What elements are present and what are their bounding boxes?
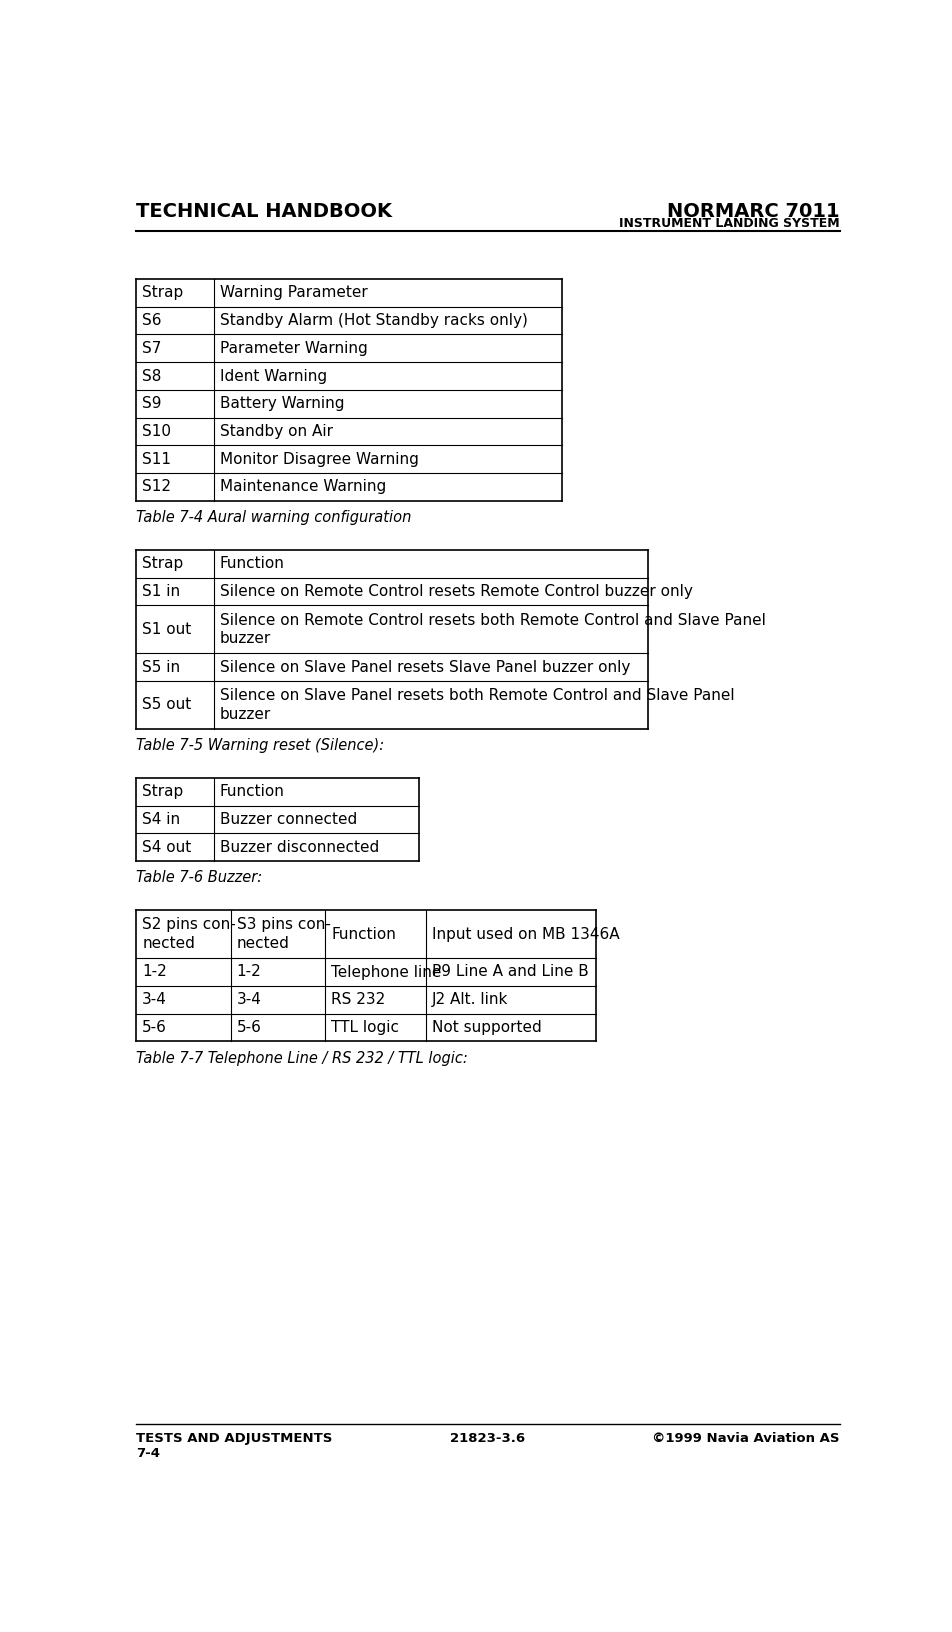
Text: Standby on Air: Standby on Air [220,424,333,439]
Text: Battery Warning: Battery Warning [220,397,345,411]
Text: S4 in: S4 in [142,813,180,827]
Text: Strap: Strap [142,557,184,571]
Text: TESTS AND ADJUSTMENTS: TESTS AND ADJUSTMENTS [136,1431,332,1444]
Text: TTL logic: TTL logic [331,1020,399,1035]
Text: S11: S11 [142,452,171,467]
Text: Warning Parameter: Warning Parameter [220,286,367,300]
Text: Function: Function [331,927,396,942]
Text: Silence on Slave Panel resets Slave Panel buzzer only: Silence on Slave Panel resets Slave Pane… [220,659,630,674]
Text: S5 out: S5 out [142,697,191,712]
Text: P9 Line A and Line B: P9 Line A and Line B [432,965,589,979]
Text: Input used on MB 1346A: Input used on MB 1346A [432,927,620,942]
Text: 3-4: 3-4 [237,992,262,1007]
Text: 21823-3.6: 21823-3.6 [450,1431,526,1444]
Text: TECHNICAL HANDBOOK: TECHNICAL HANDBOOK [136,202,392,220]
Text: S9: S9 [142,397,162,411]
Text: Silence on Remote Control resets both Remote Control and Slave Panel
buzzer: Silence on Remote Control resets both Re… [220,612,765,646]
Text: S1 in: S1 in [142,584,180,599]
Text: Function: Function [220,785,285,800]
Text: S5 in: S5 in [142,659,180,674]
Text: Maintenance Warning: Maintenance Warning [220,480,386,494]
Text: Standby Alarm (Hot Standby racks only): Standby Alarm (Hot Standby racks only) [220,313,527,328]
Text: S8: S8 [142,369,162,384]
Text: Silence on Remote Control resets Remote Control buzzer only: Silence on Remote Control resets Remote … [220,584,693,599]
Text: NORMARC 7011: NORMARC 7011 [667,202,840,220]
Text: Not supported: Not supported [432,1020,542,1035]
Text: RS 232: RS 232 [331,992,386,1007]
Text: Strap: Strap [142,286,184,300]
Text: Telephone line: Telephone line [331,965,442,979]
Text: 7-4: 7-4 [136,1448,160,1461]
Text: 3-4: 3-4 [142,992,168,1007]
Text: Ident Warning: Ident Warning [220,369,327,384]
Text: Function: Function [220,557,285,571]
Text: S4 out: S4 out [142,840,191,855]
Text: 1-2: 1-2 [237,965,262,979]
Text: J2 Alt. link: J2 Alt. link [432,992,508,1007]
Text: Parameter Warning: Parameter Warning [220,341,367,356]
Text: S3 pins con-
nected: S3 pins con- nected [237,917,330,951]
Text: 5-6: 5-6 [142,1020,168,1035]
Text: S10: S10 [142,424,171,439]
Text: Silence on Slave Panel resets both Remote Control and Slave Panel
buzzer: Silence on Slave Panel resets both Remot… [220,689,734,721]
Text: Table 7-7 Telephone Line / RS 232 / TTL logic:: Table 7-7 Telephone Line / RS 232 / TTL … [136,1051,467,1066]
Text: Buzzer disconnected: Buzzer disconnected [220,840,379,855]
Text: Monitor Disagree Warning: Monitor Disagree Warning [220,452,419,467]
Text: S2 pins con-
nected: S2 pins con- nected [142,917,236,951]
Text: S7: S7 [142,341,162,356]
Text: 5-6: 5-6 [237,1020,262,1035]
Text: S6: S6 [142,313,162,328]
Text: Table 7-4 Aural warning configuration: Table 7-4 Aural warning configuration [136,509,411,526]
Text: Table 7-5 Warning reset (Silence):: Table 7-5 Warning reset (Silence): [136,738,385,752]
Text: S12: S12 [142,480,171,494]
Text: Strap: Strap [142,785,184,800]
Text: INSTRUMENT LANDING SYSTEM: INSTRUMENT LANDING SYSTEM [619,217,840,230]
Text: Table 7-6 Buzzer:: Table 7-6 Buzzer: [136,870,262,885]
Text: ©1999 Navia Aviation AS: ©1999 Navia Aviation AS [652,1431,840,1444]
Text: S1 out: S1 out [142,622,191,636]
Text: Buzzer connected: Buzzer connected [220,813,357,827]
Text: 1-2: 1-2 [142,965,167,979]
